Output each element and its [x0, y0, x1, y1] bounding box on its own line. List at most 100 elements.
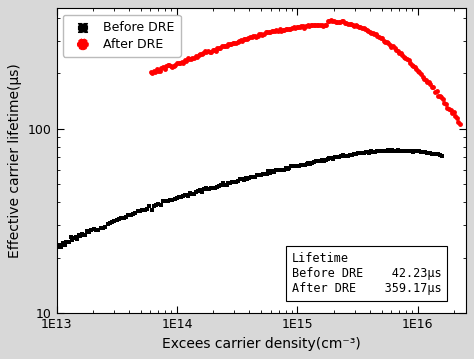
Before DRE — [373, 148, 381, 154]
After DRE — [327, 17, 335, 23]
Before DRE — [211, 185, 219, 191]
After DRE — [378, 36, 386, 41]
After DRE — [168, 64, 176, 70]
After DRE — [178, 59, 185, 65]
After DRE — [310, 22, 318, 28]
Before DRE — [164, 199, 172, 204]
Before DRE — [113, 218, 120, 223]
After DRE — [448, 111, 456, 116]
Before DRE — [438, 153, 446, 159]
After DRE — [422, 77, 429, 83]
Before DRE — [219, 181, 227, 186]
After DRE — [156, 68, 164, 74]
Before DRE — [200, 186, 208, 192]
After DRE — [324, 18, 331, 24]
Before DRE — [434, 151, 442, 157]
After DRE — [360, 25, 367, 31]
Before DRE — [225, 180, 232, 186]
Before DRE — [385, 148, 392, 153]
After DRE — [290, 24, 297, 30]
Before DRE — [263, 171, 270, 176]
After DRE — [380, 38, 388, 44]
Before DRE — [343, 153, 350, 159]
After DRE — [197, 51, 204, 57]
Before DRE — [371, 149, 379, 155]
Before DRE — [316, 158, 324, 164]
After DRE — [450, 109, 457, 115]
Before DRE — [92, 227, 100, 233]
Before DRE — [111, 218, 118, 223]
Before DRE — [90, 226, 98, 232]
Before DRE — [55, 244, 62, 250]
Before DRE — [274, 167, 282, 173]
Before DRE — [67, 234, 75, 239]
After DRE — [388, 44, 395, 50]
After DRE — [403, 56, 411, 61]
Before DRE — [138, 208, 146, 213]
Before DRE — [73, 236, 81, 242]
After DRE — [392, 47, 400, 53]
Before DRE — [141, 207, 148, 213]
After DRE — [440, 101, 448, 106]
Before DRE — [240, 177, 247, 182]
After DRE — [419, 74, 427, 80]
After DRE — [428, 84, 436, 90]
Before DRE — [391, 148, 398, 153]
After DRE — [326, 18, 333, 24]
After DRE — [429, 84, 437, 90]
Before DRE — [83, 229, 91, 235]
After DRE — [372, 31, 380, 37]
Before DRE — [169, 197, 176, 203]
After DRE — [234, 39, 241, 45]
After DRE — [195, 52, 202, 58]
Before DRE — [61, 242, 68, 248]
X-axis label: Excees carrier density(cm⁻³): Excees carrier density(cm⁻³) — [162, 337, 361, 351]
After DRE — [236, 39, 243, 45]
After DRE — [416, 69, 423, 75]
After DRE — [228, 41, 235, 47]
After DRE — [439, 96, 447, 102]
Before DRE — [101, 224, 109, 230]
Before DRE — [314, 158, 322, 164]
After DRE — [253, 34, 260, 39]
After DRE — [192, 53, 200, 59]
After DRE — [214, 45, 221, 51]
After DRE — [147, 69, 155, 75]
Before DRE — [177, 194, 184, 200]
After DRE — [420, 76, 428, 82]
After DRE — [273, 27, 280, 33]
After DRE — [201, 48, 209, 54]
After DRE — [304, 22, 311, 28]
Before DRE — [189, 191, 196, 197]
Before DRE — [59, 240, 67, 246]
After DRE — [444, 105, 451, 111]
Before DRE — [345, 153, 352, 159]
After DRE — [337, 19, 344, 25]
Before DRE — [358, 150, 365, 155]
Before DRE — [324, 156, 331, 162]
Before DRE — [402, 148, 410, 154]
After DRE — [288, 25, 296, 31]
Before DRE — [232, 179, 240, 185]
After DRE — [384, 40, 392, 46]
Before DRE — [217, 182, 225, 188]
After DRE — [153, 66, 161, 72]
After DRE — [287, 26, 294, 32]
Before DRE — [259, 172, 266, 177]
After DRE — [187, 56, 195, 62]
After DRE — [391, 45, 398, 51]
Before DRE — [307, 161, 314, 167]
Before DRE — [249, 174, 257, 180]
After DRE — [254, 33, 262, 38]
After DRE — [167, 63, 174, 69]
Before DRE — [171, 196, 179, 202]
Before DRE — [303, 161, 310, 167]
After DRE — [172, 62, 179, 67]
Before DRE — [400, 148, 408, 154]
Before DRE — [268, 168, 276, 174]
Before DRE — [396, 148, 404, 154]
Before DRE — [213, 185, 221, 190]
After DRE — [417, 71, 425, 77]
After DRE — [243, 36, 251, 42]
Before DRE — [118, 215, 125, 221]
